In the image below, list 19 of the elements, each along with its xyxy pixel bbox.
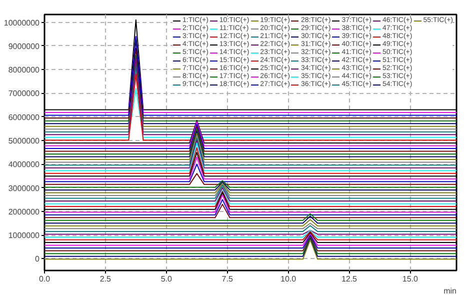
x-tick-label: 12.5 (341, 274, 358, 284)
y-tick-label: 7000000 (8, 89, 40, 98)
y-tick-label: 10000000 (4, 18, 40, 28)
x-tick-label: 7.5 (222, 274, 234, 284)
x-tick-label: 10.0 (280, 274, 297, 284)
y-tick-label: 3000000 (8, 184, 40, 193)
x-tick-label: 2.5 (100, 274, 112, 284)
y-tick-label: 5000000 (8, 136, 40, 146)
y-tick-label: 2000000 (8, 207, 40, 216)
y-tick-label: 1000000 (8, 231, 40, 240)
x-tick-label: 0.0 (38, 274, 51, 284)
y-tick-label: 6000000 (8, 112, 40, 122)
x-axis-title: min (444, 286, 456, 295)
y-tick-label: 0 (35, 254, 40, 264)
x-tick-label: 15.0 (402, 274, 419, 284)
y-tick-label: 8000000 (8, 66, 40, 75)
y-tick-label: 9000000 (8, 42, 40, 51)
y-tick-label: 4000000 (8, 160, 40, 170)
x-tick-label: 5.0 (160, 274, 173, 284)
